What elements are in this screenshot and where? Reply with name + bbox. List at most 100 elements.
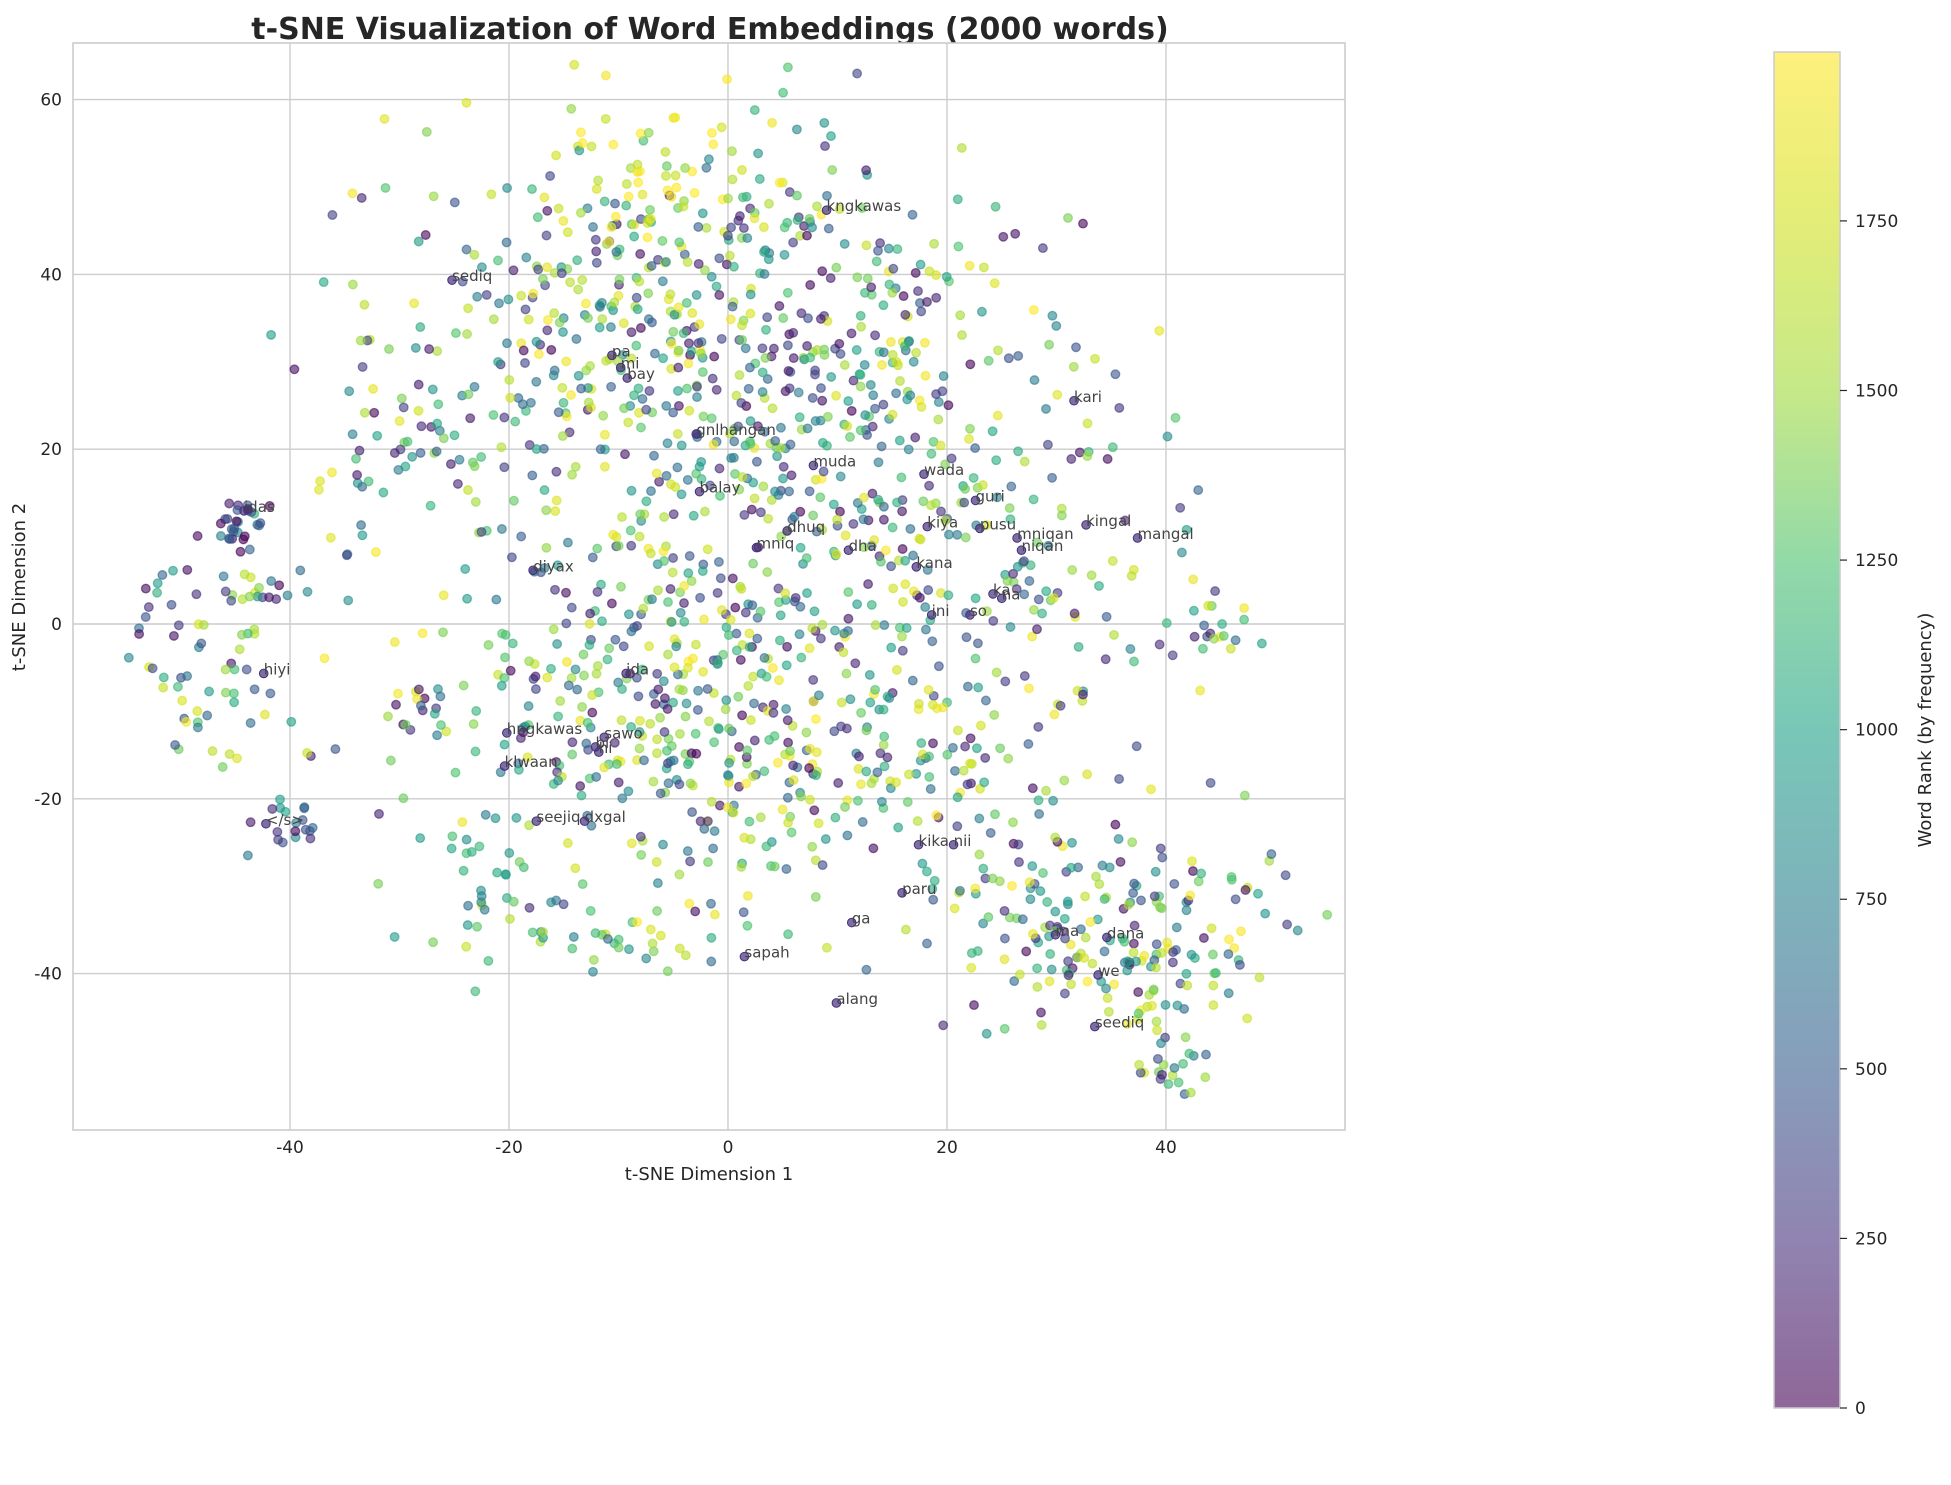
data-point [616, 581, 626, 592]
data-point [1188, 866, 1198, 877]
word-label: </s> [266, 811, 304, 829]
data-point [891, 777, 902, 788]
data-point [804, 763, 815, 774]
data-point [438, 433, 449, 444]
data-point [592, 543, 603, 554]
word-label: bi [596, 734, 610, 752]
data-point [801, 727, 812, 738]
data-point [649, 450, 659, 461]
data-point [834, 338, 845, 349]
data-point [1260, 908, 1271, 919]
data-point [738, 907, 749, 918]
data-point [1019, 671, 1030, 681]
data-point [438, 627, 448, 638]
annotated-point [447, 275, 457, 285]
data-point [846, 405, 857, 416]
data-point [1181, 905, 1192, 916]
data-point [363, 476, 374, 487]
data-point [224, 749, 235, 760]
data-point [897, 645, 908, 656]
data-point [1129, 920, 1140, 931]
data-point [989, 709, 1000, 720]
data-point [218, 571, 229, 582]
data-point [910, 267, 921, 278]
data-point [769, 731, 780, 742]
data-point [667, 567, 678, 578]
data-point [985, 827, 996, 838]
data-point [354, 445, 365, 456]
y-tick-label: 20 [40, 440, 62, 460]
data-point [767, 117, 778, 128]
data-point [757, 367, 768, 378]
data-point [952, 792, 963, 803]
data-point [631, 292, 642, 303]
data-point [711, 384, 722, 395]
data-point [488, 314, 499, 325]
data-point [840, 530, 851, 541]
data-point [463, 389, 474, 400]
data-point [147, 663, 158, 674]
data-point [1180, 1032, 1191, 1043]
data-point [217, 762, 228, 772]
data-point [698, 666, 709, 677]
data-point [384, 344, 394, 355]
data-point [1055, 700, 1066, 711]
data-point [483, 955, 494, 966]
data-point [1063, 956, 1074, 967]
data-point [743, 680, 754, 691]
data-point [572, 255, 583, 266]
data-point [215, 531, 226, 541]
data-point [817, 266, 828, 277]
data-point [869, 535, 880, 546]
data-point [673, 362, 684, 373]
data-point [908, 356, 919, 367]
data-point [438, 590, 449, 601]
data-point [706, 932, 717, 943]
data-point [962, 779, 973, 790]
data-point [563, 680, 574, 691]
data-point [878, 739, 889, 750]
data-point [774, 177, 785, 188]
data-point [584, 640, 595, 650]
data-point [530, 684, 541, 695]
data-point [692, 381, 702, 392]
data-point [436, 720, 446, 731]
data-point [991, 455, 1002, 466]
annotated-point [593, 747, 604, 757]
data-point [748, 671, 759, 682]
data-point [896, 472, 907, 483]
data-point [590, 234, 601, 245]
data-point [1110, 369, 1121, 380]
data-point [235, 546, 246, 557]
data-point [875, 748, 886, 759]
data-point [542, 205, 553, 216]
data-point [788, 775, 799, 786]
data-point [1129, 656, 1139, 667]
data-point [626, 353, 637, 364]
word-label: seediq [1095, 1014, 1144, 1032]
data-point [673, 345, 684, 356]
data-point [597, 314, 608, 324]
data-point [242, 850, 253, 861]
data-point [1181, 524, 1192, 535]
data-point [1082, 976, 1093, 987]
data-point [472, 921, 483, 932]
data-point [472, 291, 483, 302]
data-point [600, 113, 611, 124]
word-label: kingal [1086, 512, 1131, 530]
annotated-point [599, 732, 610, 743]
data-point [673, 400, 684, 411]
data-point [1066, 454, 1077, 464]
data-point [299, 803, 310, 814]
data-point [668, 697, 679, 708]
data-point [1256, 638, 1267, 649]
data-point [1157, 852, 1168, 863]
data-point [548, 370, 559, 381]
data-point [1148, 984, 1159, 995]
data-point [634, 276, 645, 287]
data-point [1038, 868, 1048, 878]
data-point [546, 663, 556, 674]
x-tick-label: -40 [276, 1138, 304, 1158]
data-point [937, 702, 948, 713]
